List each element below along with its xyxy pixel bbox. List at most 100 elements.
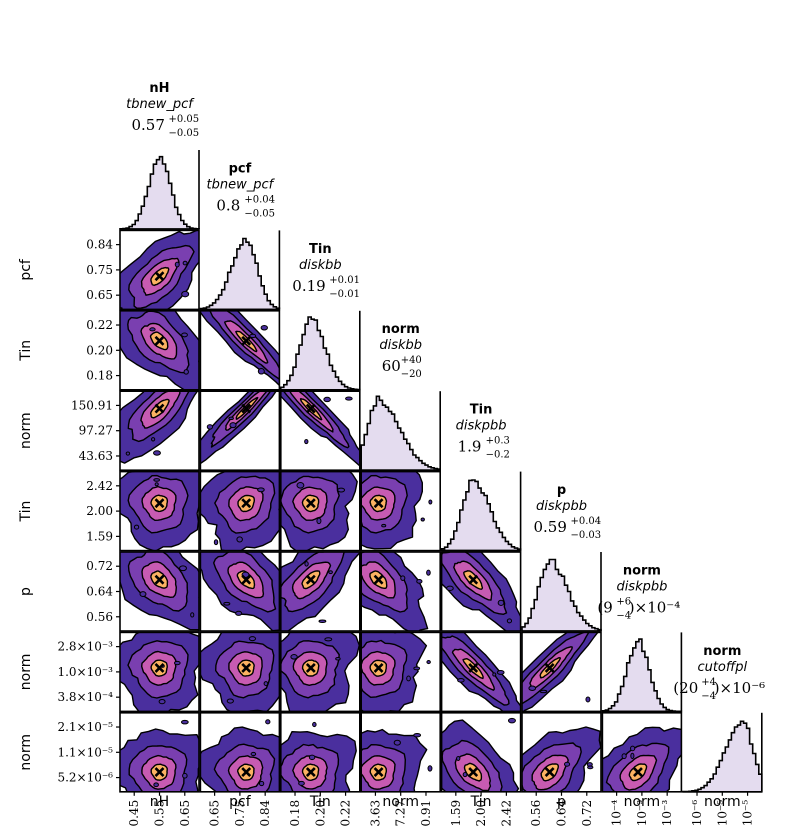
y-tick-label: 0.75 [86, 263, 113, 277]
contour-speckle [426, 660, 431, 665]
contour-speckle [393, 739, 401, 746]
contour-speckle [427, 765, 433, 772]
contour-panel-4-1 [199, 470, 281, 552]
param-title-component: diskbb [379, 338, 422, 353]
x-axis-label: Tin [470, 794, 492, 810]
contour-speckle [180, 719, 189, 725]
best-fit-marker [305, 663, 316, 673]
contour-speckle [630, 745, 636, 752]
param-err-down: −0.2 [486, 450, 510, 461]
x-axis-label: norm [704, 794, 741, 810]
contour-panel-6-3 [360, 631, 442, 713]
y-tick-label: 1.59 [86, 529, 113, 543]
best-fit-marker [241, 498, 252, 509]
contour-speckle [206, 424, 214, 430]
param-value: 60 [382, 357, 401, 375]
contour-speckle [236, 536, 243, 543]
histogram-6 [601, 632, 683, 713]
best-fit-marker [544, 663, 555, 673]
y-axis-label: Tin [18, 501, 34, 523]
param-title-value: (20 +4 −4)×10⁻⁶ [673, 677, 765, 702]
y-axis-label: norm [18, 654, 34, 691]
y-tick-label: 1.1×10⁻⁵ [57, 745, 113, 759]
x-tick-label: 0.20 [313, 800, 327, 827]
contour-speckle [133, 524, 140, 530]
contour-speckle [308, 754, 316, 761]
histogram-bars [360, 395, 441, 471]
contour-speckle [563, 761, 571, 767]
best-fit-marker [241, 403, 252, 414]
x-tick-label: 0.56 [529, 800, 543, 827]
x-tick-label: 43.63 [368, 800, 382, 827]
best-fit-marker [154, 663, 165, 673]
contour-speckle [528, 685, 537, 691]
contour-speckle [420, 517, 425, 522]
x-tick-label: 2.8×10⁻³ [660, 800, 674, 827]
param-title-value: 0.19 +0.01 −0.01 [292, 275, 360, 300]
param-value: 0.19 [292, 277, 325, 295]
contour-speckle [335, 656, 341, 661]
histogram-bars [521, 558, 602, 632]
best-fit-marker [241, 574, 252, 585]
contour-panel-6-4 [440, 631, 522, 713]
param-err-up: +40 [401, 355, 422, 366]
param-err-up: +0.05 [169, 114, 200, 125]
histogram-0 [119, 150, 200, 230]
y-tick-label: 97.27 [79, 424, 113, 438]
contour-panel-2-0 [119, 309, 200, 391]
best-fit-marker [633, 767, 643, 777]
contour-panel-2-1 [199, 309, 281, 391]
contour-speckle [249, 333, 257, 339]
param-err-down: −4 [701, 691, 716, 702]
y-axis-label: p [18, 587, 34, 596]
panel-frame [440, 551, 522, 632]
param-title-name: Tin [309, 242, 332, 257]
contour-speckle [457, 677, 465, 683]
best-fit-marker [468, 663, 479, 673]
contour-speckle [178, 565, 187, 572]
contour-speckle [428, 499, 433, 505]
contour-panel-7-3 [360, 711, 442, 793]
contour-speckle [413, 666, 421, 671]
param-err-up: +0.3 [486, 436, 510, 447]
contour-panel-5-0 [119, 551, 200, 632]
contour-panel-4-2 [279, 470, 361, 552]
best-fit-marker [373, 767, 384, 777]
param-value: 0.8 [216, 196, 240, 214]
x-tick-label: 0.65 [178, 800, 192, 827]
param-title-name: norm [623, 563, 661, 578]
best-fit-marker [544, 767, 555, 777]
param-title-name: nH [149, 81, 169, 96]
contour-speckle [585, 696, 591, 703]
best-fit-marker [373, 498, 384, 509]
contour-speckle [250, 751, 257, 757]
x-tick-label: 0.72 [580, 800, 594, 827]
param-title-component: diskpbb [456, 419, 507, 434]
param-title-name: pcf [229, 161, 252, 176]
contour-panel-6-2 [279, 631, 361, 713]
contour-panel-7-4 [440, 711, 522, 793]
contour-panel-6-1 [199, 631, 281, 713]
contour-level-1 [200, 391, 277, 465]
contour-speckle [158, 698, 166, 705]
contour-speckle [492, 672, 497, 677]
contour-speckle [181, 290, 190, 298]
contour-speckle [174, 261, 180, 268]
param-value: (20 [673, 679, 698, 697]
contour-speckle [153, 450, 161, 456]
y-tick-label: 0.72 [86, 559, 113, 573]
y-axis-label: Tin [18, 340, 34, 362]
contour-speckle [324, 637, 333, 642]
x-tick-label: 3.8×10⁻⁴ [610, 800, 624, 827]
y-tick-label: 2.1×10⁻⁵ [57, 720, 113, 734]
histogram-3 [360, 391, 442, 472]
panel-frame [360, 470, 442, 552]
param-err-up: +0.01 [329, 275, 360, 286]
contour-speckle [497, 599, 505, 606]
contour-panel-7-6 [601, 711, 683, 793]
panel-frame [199, 470, 281, 552]
param-title-name: norm [382, 322, 420, 337]
contour-speckle [139, 591, 147, 597]
x-tick-label: 5.2×10⁻⁶ [690, 800, 704, 827]
x-tick-label: 2.00 [474, 800, 488, 827]
